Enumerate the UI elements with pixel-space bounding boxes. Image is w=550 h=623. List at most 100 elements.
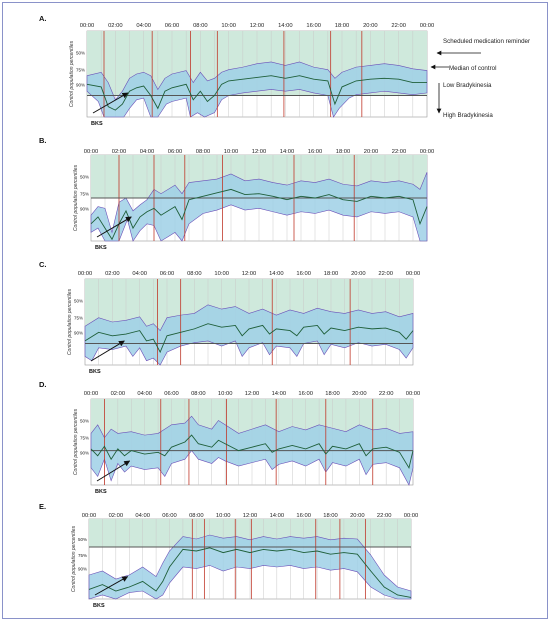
panel-2: B. 00:00 02:00 04:00 06:00 08:00 10:00 12:00 14:… <box>39 136 434 251</box>
y-tick-label: 50% <box>76 51 85 56</box>
x-tick-label: 06:00 <box>164 391 179 397</box>
y-tick-label: 90% <box>80 206 89 211</box>
x-tick-label: 02:00 <box>108 23 123 29</box>
y-tick-label: 50% <box>74 299 83 304</box>
x-tick-label: 00:00 <box>404 513 419 519</box>
bks-arrow <box>96 460 131 482</box>
bks-arrow <box>92 92 129 114</box>
x-tick-label: 20:00 <box>352 391 367 397</box>
x-tick-label: 18:00 <box>324 271 339 277</box>
x-tick-label: 00:00 <box>82 513 97 519</box>
x-tick-label: 00:00 <box>406 391 421 397</box>
x-tick-label: 10:00 <box>214 271 229 277</box>
x-tick-label: 16:00 <box>296 513 311 519</box>
x-tick-label: 08:00 <box>187 271 202 277</box>
x-tick-label: 06:00 <box>162 513 177 519</box>
panel-label: D. <box>39 380 47 389</box>
low-bradykinesia-label: Low Bradykinesia <box>443 82 492 89</box>
y-tick-label: 90% <box>76 82 85 87</box>
median-series-line <box>88 547 412 598</box>
x-tick-label: 02:00 <box>111 391 126 397</box>
y-tick-label: 75% <box>80 436 89 441</box>
panel-label: E. <box>39 502 46 511</box>
x-tick-label: 20:00 <box>363 23 378 29</box>
x-tick-label: 10:00 <box>216 513 231 519</box>
median-series-line <box>90 434 414 469</box>
y-tick-label: 50% <box>78 537 87 542</box>
x-tick-label: 18:00 <box>336 149 351 155</box>
y-tick-label: 75% <box>78 553 87 558</box>
y-tick-label: 75% <box>80 192 89 197</box>
y-tick-label: 90% <box>74 330 83 335</box>
x-tick-label: 16:00 <box>298 391 313 397</box>
y-tick-label: 90% <box>78 567 87 572</box>
x-tick-label: 16:00 <box>308 149 323 155</box>
panel-4: D. 00:00 02:00 04:00 06:00 08:00 10:00 12:00 14:… <box>39 380 420 495</box>
x-tick-label: 14:00 <box>272 391 287 397</box>
x-tick-label: 22:00 <box>378 271 393 277</box>
bks-arrow <box>94 576 129 596</box>
percentile-band <box>84 304 414 366</box>
x-tick-label: 00:00 <box>78 271 93 277</box>
y-axis-label: Control population percentiles <box>73 408 79 475</box>
x-tick-label: 08:00 <box>196 149 211 155</box>
bks-label: BKS <box>89 369 101 375</box>
x-tick-label: 22:00 <box>392 149 407 155</box>
x-tick-label: 06:00 <box>160 271 175 277</box>
bks-arrow <box>90 340 125 362</box>
panel-1: A. 00:00 02:00 04:00 06:00 08:00 10:00 12:00 14:… <box>39 14 434 127</box>
y-axis-label: Control population percentiles <box>69 40 75 107</box>
x-tick-label: 14:00 <box>278 23 293 29</box>
x-tick-label: 08:00 <box>191 391 206 397</box>
x-tick-label: 10:00 <box>221 23 236 29</box>
y-tick-label: 75% <box>76 68 85 73</box>
median-series-line <box>90 188 428 241</box>
x-tick-label: 08:00 <box>193 23 208 29</box>
y-axis-label: Control population percentiles <box>73 164 79 231</box>
x-tick-label: 12:00 <box>243 513 258 519</box>
x-tick-label: 12:00 <box>250 23 265 29</box>
panel-label: B. <box>39 136 47 145</box>
x-tick-label: 12:00 <box>242 271 257 277</box>
x-tick-label: 12:00 <box>252 149 267 155</box>
x-tick-label: 14:00 <box>280 149 295 155</box>
x-tick-label: 00:00 <box>84 149 99 155</box>
x-tick-label: 00:00 <box>406 271 421 277</box>
y-axis-label: Control population percentiles <box>71 525 77 592</box>
x-tick-label: 02:00 <box>109 513 124 519</box>
x-tick-label: 12:00 <box>245 391 260 397</box>
panel-5: E. 00:00 02:00 04:00 06:00 08:00 10:00 12:00 14:… <box>39 502 418 609</box>
x-tick-label: 04:00 <box>132 271 147 277</box>
bks-label: BKS <box>95 489 107 495</box>
x-tick-label: 14:00 <box>269 271 284 277</box>
panel-label: A. <box>39 14 47 23</box>
x-tick-label: 20:00 <box>364 149 379 155</box>
y-tick-label: 50% <box>80 175 89 180</box>
bks-label: BKS <box>95 245 107 251</box>
x-tick-label: 10:00 <box>224 149 239 155</box>
x-tick-label: 22:00 <box>377 513 392 519</box>
median-of-control-label: Median of control <box>449 65 496 72</box>
x-tick-label: 00:00 <box>420 23 435 29</box>
x-tick-label: 16:00 <box>296 271 311 277</box>
x-tick-label: 00:00 <box>420 149 435 155</box>
x-tick-label: 16:00 <box>306 23 321 29</box>
scheduled-medication-reminder-label: Scheduled medication reminder <box>443 38 530 45</box>
x-tick-label: 08:00 <box>189 513 204 519</box>
x-tick-label: 04:00 <box>140 149 155 155</box>
y-tick-label: 90% <box>80 450 89 455</box>
panel-label: C. <box>39 260 47 269</box>
x-tick-label: 00:00 <box>84 391 99 397</box>
y-axis-label: Control population percentiles <box>67 288 73 355</box>
x-tick-label: 02:00 <box>105 271 120 277</box>
high-bradykinesia-label: High Bradykinesia <box>443 112 493 119</box>
bks-arrow <box>96 216 132 238</box>
x-tick-label: 04:00 <box>136 23 151 29</box>
median-series-line <box>86 75 427 111</box>
median-series-line <box>84 323 414 354</box>
x-tick-label: 18:00 <box>335 23 350 29</box>
x-tick-label: 20:00 <box>350 513 365 519</box>
x-tick-label: 02:00 <box>112 149 127 155</box>
percentile-band <box>88 534 412 600</box>
